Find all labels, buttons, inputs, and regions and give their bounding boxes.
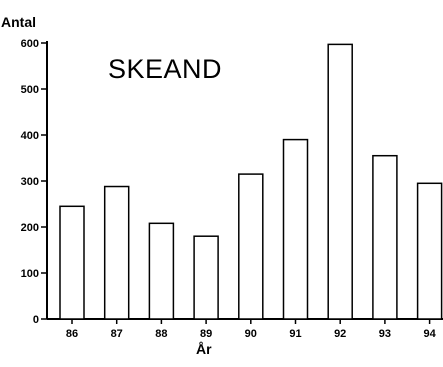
chart-title: SKEAND bbox=[108, 54, 222, 84]
y-tick-label: 300 bbox=[21, 176, 39, 188]
y-axis-label: Antal bbox=[1, 14, 36, 30]
y-ticks: 0 100 200 300 400 500 600 bbox=[21, 38, 47, 326]
x-tick-label: 86 bbox=[66, 328, 78, 340]
y-tick-label: 0 bbox=[33, 314, 39, 326]
bar bbox=[193, 235, 219, 320]
bar bbox=[59, 205, 85, 320]
bar bbox=[282, 138, 309, 320]
x-tick-label: 92 bbox=[334, 328, 346, 340]
y-tick-label: 400 bbox=[21, 130, 39, 142]
bar bbox=[372, 154, 398, 320]
x-ticks: 86 87 88 89 90 91 92 93 94 bbox=[66, 319, 437, 340]
bar bbox=[103, 185, 130, 320]
x-axis-label: År bbox=[196, 341, 212, 357]
x-tick-label: 88 bbox=[155, 328, 167, 340]
y-tick-label: 500 bbox=[21, 84, 39, 96]
x-tick-label: 89 bbox=[200, 328, 212, 340]
bar bbox=[327, 43, 353, 320]
bar bbox=[416, 182, 443, 320]
x-tick-label: 91 bbox=[289, 328, 301, 340]
x-tick-label: 87 bbox=[111, 328, 123, 340]
x-tick-label: 93 bbox=[379, 328, 391, 340]
bar bbox=[238, 173, 264, 320]
y-tick-label: 600 bbox=[21, 38, 39, 50]
bar bbox=[148, 222, 175, 320]
x-tick-label: 90 bbox=[245, 328, 257, 340]
y-tick-label: 100 bbox=[21, 268, 39, 280]
y-tick-label: 200 bbox=[21, 222, 39, 234]
bars bbox=[59, 43, 443, 320]
x-tick-label: 94 bbox=[423, 328, 436, 340]
